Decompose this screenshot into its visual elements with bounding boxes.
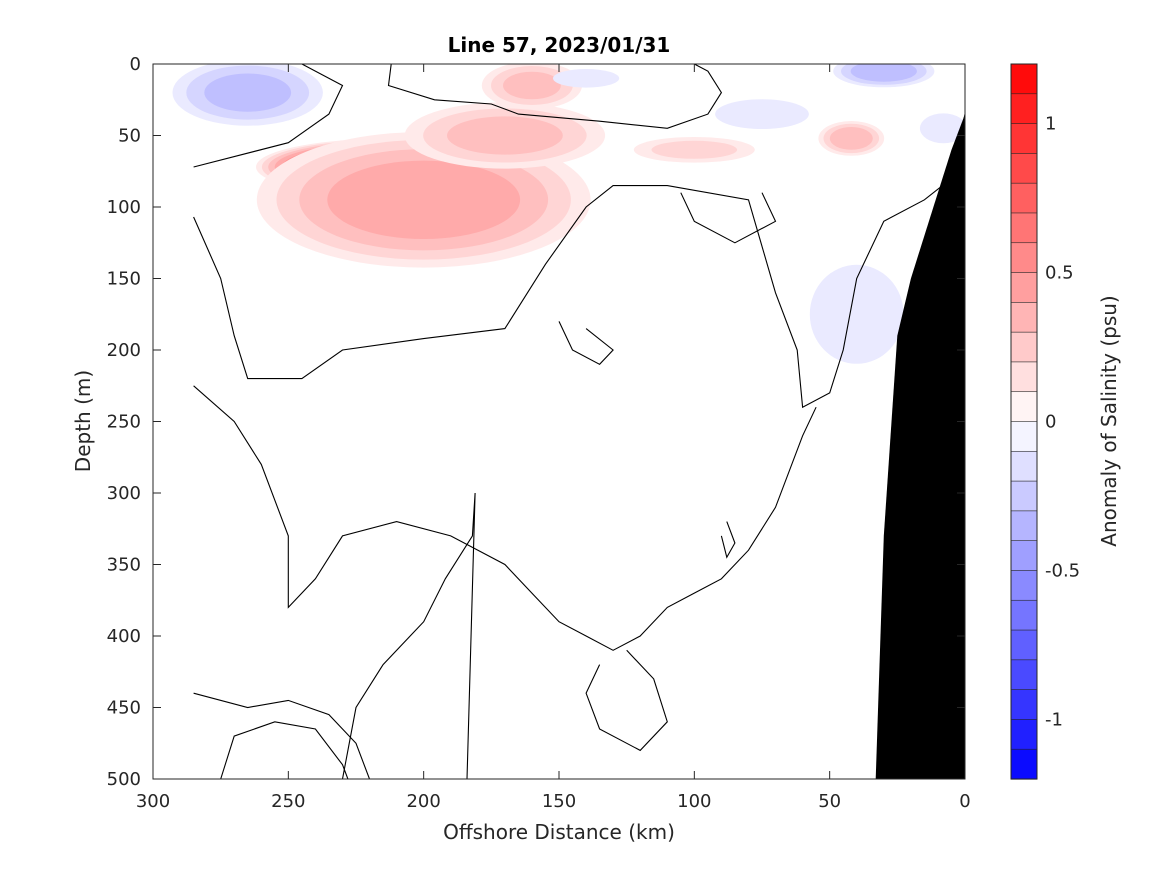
colorbar-swatch bbox=[1010, 570, 1038, 601]
anomaly-patch bbox=[809, 264, 904, 364]
zero-contour-line bbox=[585, 649, 668, 752]
x-tick-label: 100 bbox=[677, 791, 711, 812]
x-tick-label: 0 bbox=[959, 791, 970, 812]
zero-contour-line bbox=[193, 385, 817, 651]
y-tick-label: 350 bbox=[107, 555, 141, 576]
anomaly-field bbox=[172, 64, 965, 364]
zero-contour-line bbox=[387, 64, 723, 129]
y-axis-label: Depth (m) bbox=[71, 370, 95, 472]
x-tick-label: 50 bbox=[818, 791, 841, 812]
y-tick-label: 450 bbox=[107, 698, 141, 719]
colorbar-tick-label: -0.5 bbox=[1045, 560, 1080, 581]
colorbar-tick-label: 0 bbox=[1045, 412, 1056, 433]
colorbar-swatch bbox=[1010, 123, 1038, 154]
colorbar-swatch bbox=[1010, 63, 1038, 95]
zero-contour-line bbox=[558, 321, 614, 365]
colorbar-swatch bbox=[1010, 93, 1038, 125]
y-tick-label: 250 bbox=[107, 412, 141, 433]
colorbar-tick-label: -1 bbox=[1045, 709, 1063, 730]
y-tick-label: 300 bbox=[107, 483, 141, 504]
colorbar-swatch bbox=[1010, 719, 1038, 750]
y-tick-label: 50 bbox=[118, 126, 141, 147]
colorbar-swatch bbox=[1010, 540, 1038, 572]
colorbar-swatch bbox=[1010, 599, 1038, 631]
colorbar-swatch bbox=[1010, 480, 1038, 512]
anomaly-patch bbox=[829, 126, 873, 150]
colorbar-swatch bbox=[1010, 302, 1038, 333]
colorbar-swatch bbox=[1010, 331, 1038, 363]
colorbar-swatch bbox=[1010, 629, 1038, 661]
colorbar-swatch bbox=[1010, 242, 1038, 274]
anomaly-patch bbox=[553, 69, 620, 88]
colorbar-swatch bbox=[1010, 450, 1038, 482]
colorbar-label: Anomaly of Salinity (psu) bbox=[1097, 295, 1121, 546]
y-tick-label: 150 bbox=[107, 269, 141, 290]
zero-contour-line bbox=[193, 692, 371, 779]
zero-contours bbox=[193, 64, 965, 779]
zero-contour-line bbox=[193, 113, 965, 409]
x-axis-label: Offshore Distance (km) bbox=[443, 820, 675, 844]
anomaly-patch bbox=[327, 160, 521, 239]
x-tick-label: 150 bbox=[542, 791, 576, 812]
anomaly-patch bbox=[715, 99, 809, 129]
zero-contour-line bbox=[193, 64, 344, 168]
colorbar-frame bbox=[1010, 63, 1038, 780]
zero-contour-line bbox=[341, 492, 476, 779]
colorbar-swatch bbox=[1010, 659, 1038, 691]
seafloor-shape bbox=[875, 114, 965, 779]
colorbar-swatch bbox=[1010, 153, 1038, 184]
anomaly-patch bbox=[503, 71, 561, 100]
bathymetry bbox=[875, 114, 965, 779]
colorbar-swatch bbox=[1010, 689, 1038, 721]
plot-area bbox=[152, 63, 966, 780]
anomaly-patch bbox=[447, 116, 563, 155]
y-tick-label: 200 bbox=[107, 340, 141, 361]
y-axis-ticks: 0 50 100 150 200 250 300 350 400 450 500 bbox=[107, 54, 965, 790]
zero-contour-line bbox=[680, 192, 777, 244]
colorbar-swatch bbox=[1010, 391, 1038, 423]
colorbar-swatch bbox=[1010, 421, 1038, 452]
x-tick-label: 300 bbox=[136, 791, 170, 812]
zero-contour-line bbox=[220, 721, 349, 779]
colorbar-swatch bbox=[1010, 182, 1038, 214]
anomaly-patch bbox=[651, 140, 738, 159]
y-tick-label: 400 bbox=[107, 626, 141, 647]
zero-contour-line bbox=[720, 521, 736, 559]
y-tick-label: 100 bbox=[107, 197, 141, 218]
colorbar-swatch bbox=[1010, 361, 1038, 393]
anomaly-patch bbox=[919, 113, 965, 144]
colorbar-ticks: 1 0.5 0 -0.5 -1 bbox=[1045, 114, 1080, 731]
colorbar-swatch bbox=[1010, 510, 1038, 542]
chart-title: Line 57, 2023/01/31 bbox=[448, 33, 671, 57]
colorbar-tick-label: 0.5 bbox=[1045, 263, 1074, 284]
y-tick-label: 0 bbox=[130, 54, 141, 75]
anomaly-patch bbox=[850, 64, 917, 82]
x-tick-label: 200 bbox=[406, 791, 440, 812]
colorbar-tick-label: 1 bbox=[1045, 114, 1056, 135]
anomaly-patch bbox=[204, 73, 292, 112]
colorbar-swatch bbox=[1010, 272, 1038, 303]
y-tick-label: 500 bbox=[107, 769, 141, 790]
colorbar-swatch bbox=[1010, 212, 1038, 244]
x-tick-label: 250 bbox=[271, 791, 305, 812]
x-axis-ticks: 300 250 200 150 100 50 0 bbox=[136, 64, 971, 812]
colorbar bbox=[1010, 63, 1038, 780]
colorbar-swatch bbox=[1010, 748, 1038, 780]
